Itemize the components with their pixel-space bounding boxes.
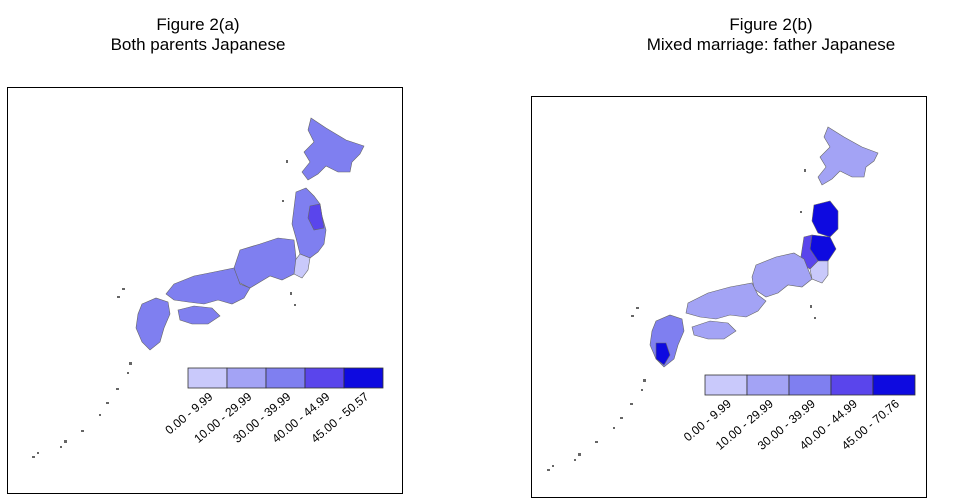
- map-panel-b: 0.00 - 9.99 10.00 - 29.99 30.00 - 39.99 40.…: [531, 96, 927, 498]
- figure-a-subtitle: Both parents Japanese: [110, 35, 286, 54]
- legend-swatch: [226, 367, 267, 389]
- region-shikoku: [691, 320, 737, 340]
- legend-swatch: [704, 374, 748, 396]
- figure-a-heading: Figure 2(a) Both parents Japanese: [48, 15, 348, 55]
- legend-swatch: [343, 367, 384, 389]
- legend-swatch: [788, 374, 832, 396]
- figure-a-title: Figure 2(a): [156, 15, 240, 34]
- map-panel-a: 0.00 - 9.99 10.00 - 29.99 30.00 - 39.99 40.…: [7, 87, 403, 494]
- region-iwate: [307, 203, 325, 231]
- legend-swatch: [872, 374, 916, 396]
- legend-swatch: [830, 374, 874, 396]
- islands-a: [32, 160, 296, 458]
- figure-b-subtitle: Mixed marriage: father Japanese: [646, 35, 896, 54]
- figure-b-heading: Figure 2(b) Mixed marriage: father Japan…: [585, 15, 957, 55]
- region-shikoku: [177, 305, 221, 325]
- region-kinki-chugoku: [685, 282, 767, 320]
- legend-swatch: [265, 367, 306, 389]
- region-kyushu: [135, 297, 171, 351]
- legend-swatch: [187, 367, 228, 389]
- region-kanto-east: [293, 253, 311, 279]
- region-hokkaido: [301, 117, 365, 181]
- japan-map-b: [547, 126, 879, 471]
- islands-b: [547, 169, 816, 471]
- region-hokkaido: [817, 126, 879, 186]
- region-kanto: [809, 260, 829, 284]
- figure-b-title: Figure 2(b): [729, 15, 813, 34]
- region-kinki-chugoku: [165, 267, 251, 305]
- region-chubu: [751, 252, 813, 298]
- legend-swatch: [304, 367, 345, 389]
- region-tohoku-north: [811, 200, 839, 238]
- region-chubu: [233, 237, 297, 289]
- region-kagoshima: [655, 342, 671, 366]
- japan-map-a: [32, 117, 365, 458]
- legend-swatch: [746, 374, 790, 396]
